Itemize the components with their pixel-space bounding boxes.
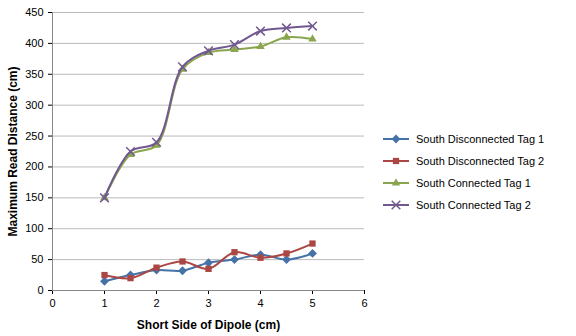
svg-text:150: 150 <box>25 191 43 203</box>
svg-text:50: 50 <box>31 253 43 265</box>
html-text:South Connected Tag 1: South Connected Tag 1 <box>416 177 531 189</box>
svg-text:0: 0 <box>37 284 43 296</box>
svg-text:Maximum Read Distance (cm): Maximum Read Distance (cm) <box>6 66 20 236</box>
svg-text:3: 3 <box>205 297 211 309</box>
svg-text:100: 100 <box>25 222 43 234</box>
html-text:South Disconnected Tag 2: South Disconnected Tag 2 <box>416 155 545 167</box>
svg-text:1: 1 <box>101 297 107 309</box>
html-text:South Connected Tag 2: South Connected Tag 2 <box>416 199 531 211</box>
svg-text:300: 300 <box>25 99 43 111</box>
svg-text:4: 4 <box>257 297 263 309</box>
svg-text:Short Side of Dipole (cm): Short Side of Dipole (cm) <box>137 318 280 332</box>
svg-text:5: 5 <box>309 297 315 309</box>
svg-text:6: 6 <box>361 297 367 309</box>
svg-text:450: 450 <box>25 6 43 18</box>
svg-text:2: 2 <box>153 297 159 309</box>
svg-text:400: 400 <box>25 37 43 49</box>
html-text:South Disconnected Tag 1: South Disconnected Tag 1 <box>416 133 545 145</box>
svg-text:350: 350 <box>25 68 43 80</box>
svg-text:0: 0 <box>49 297 55 309</box>
svg-text:250: 250 <box>25 130 43 142</box>
svg-text:200: 200 <box>25 160 43 172</box>
